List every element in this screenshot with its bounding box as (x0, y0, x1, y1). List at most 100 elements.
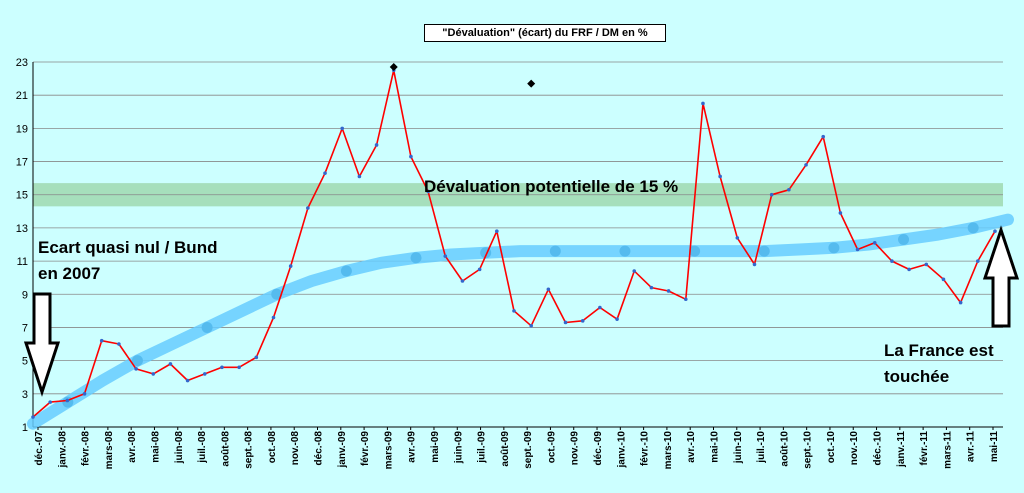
x-tick-label: nov.-10 (849, 431, 860, 466)
series-point (958, 300, 963, 305)
trend-point (828, 242, 840, 254)
x-tick-label: nov.-09 (570, 431, 581, 466)
series-point (649, 285, 654, 290)
series-point (993, 229, 997, 234)
series-point (752, 262, 757, 267)
y-tick-label: 23 (16, 57, 28, 69)
chart-title: "Dévaluation" (écart) du FRF / DM en % (424, 24, 666, 42)
peak-markers (389, 62, 536, 88)
series-point (872, 241, 877, 245)
x-tick-label: sept.-10 (803, 431, 814, 469)
y-tick-label: 3 (22, 389, 28, 401)
x-tick-label: mars-11 (942, 431, 953, 469)
x-tick-label: juil.-09 (477, 431, 488, 464)
x-tick-label: janv.-11 (896, 431, 907, 468)
x-tick-label: juin-09 (453, 431, 464, 465)
trend-curve-path (27, 213, 1014, 430)
x-tick-label: janv.-09 (337, 431, 348, 469)
series-point (529, 323, 533, 328)
series-point (220, 365, 224, 370)
series-point (254, 355, 259, 360)
x-tick-label: mai-08 (150, 431, 161, 463)
series-point (769, 192, 774, 197)
trend-point (619, 245, 631, 257)
x-tick-label: déc.-09 (593, 431, 604, 466)
y-tick-label: 9 (22, 289, 28, 301)
x-tick-label: août-08 (220, 431, 231, 467)
series-point (134, 367, 138, 371)
x-tick-label: avr.-10 (686, 431, 697, 463)
series-point (598, 305, 602, 310)
x-tick-label: avr.-11 (966, 431, 977, 463)
series-point (941, 277, 946, 282)
y-tick-label: 1 (22, 422, 28, 434)
x-tick-label: mars-08 (104, 431, 115, 470)
x-tick-label: mai-10 (709, 431, 720, 463)
left-annotation-line2: en 2007 (38, 264, 100, 283)
down-arrow (23, 292, 61, 397)
series-point (409, 154, 413, 159)
series-point (477, 267, 482, 272)
series-point (185, 378, 190, 383)
trend-point (967, 222, 979, 234)
x-tick-label: oct.-08 (267, 431, 278, 464)
y-tick-label: 15 (16, 190, 28, 202)
x-tick-labels: déc.-07 janv.-08 févr.-08 mars-08 avr.-08 mai… (34, 427, 1000, 469)
x-tick-label: août-09 (500, 431, 511, 467)
x-tick-label: mai-11 (989, 431, 1000, 463)
series-point (151, 372, 156, 376)
y-tick-label: 19 (16, 123, 28, 135)
series-point (99, 338, 104, 343)
y-tick-label: 17 (16, 157, 28, 169)
series-point (460, 279, 465, 283)
series-point (735, 236, 740, 240)
x-tick-label: avr.-09 (407, 431, 418, 463)
x-tick-label: mars-09 (383, 431, 394, 470)
series-point (426, 189, 430, 194)
trend-point (549, 245, 561, 257)
series-point (546, 287, 551, 292)
trend-point (271, 288, 283, 300)
arrows (23, 225, 1020, 397)
x-tick-label: févr.-08 (81, 431, 92, 466)
series-point (907, 267, 911, 272)
series-point (271, 315, 276, 320)
series-point (237, 365, 241, 370)
series-point (804, 163, 808, 167)
x-tick-label: janv.-08 (57, 431, 68, 469)
series-point (838, 211, 843, 215)
series-point (306, 206, 310, 210)
trend-point (340, 265, 352, 277)
series-point (580, 319, 585, 323)
x-tick-label: déc.-07 (34, 431, 45, 466)
series-point (512, 309, 516, 313)
series-point (202, 372, 207, 376)
x-tick-label: juin-10 (733, 431, 744, 465)
trend-point (201, 321, 213, 333)
series-point (821, 134, 826, 139)
series-point (615, 317, 619, 321)
x-tick-label: mai-09 (430, 431, 441, 463)
x-tick-label: oct.-09 (546, 431, 557, 464)
series-point (855, 247, 860, 252)
x-tick-label: août-10 (779, 431, 790, 467)
series-point (563, 320, 568, 325)
series-point (924, 262, 929, 267)
right-annotation-line2: touchée (884, 367, 949, 386)
x-tick-label: févr.-11 (919, 431, 930, 466)
series-line (31, 68, 997, 419)
series-point (31, 415, 35, 419)
series-point (683, 297, 688, 302)
trend-point (758, 245, 770, 257)
trend-point (131, 355, 143, 367)
y-tick-label: 21 (16, 90, 28, 102)
x-tick-label: juil.-10 (756, 431, 767, 464)
peak-marker (389, 62, 398, 71)
series-point (443, 254, 448, 258)
series-point (357, 174, 362, 179)
trend-point (689, 245, 701, 257)
y-tick-label: 13 (16, 223, 28, 235)
series-point (890, 259, 894, 263)
